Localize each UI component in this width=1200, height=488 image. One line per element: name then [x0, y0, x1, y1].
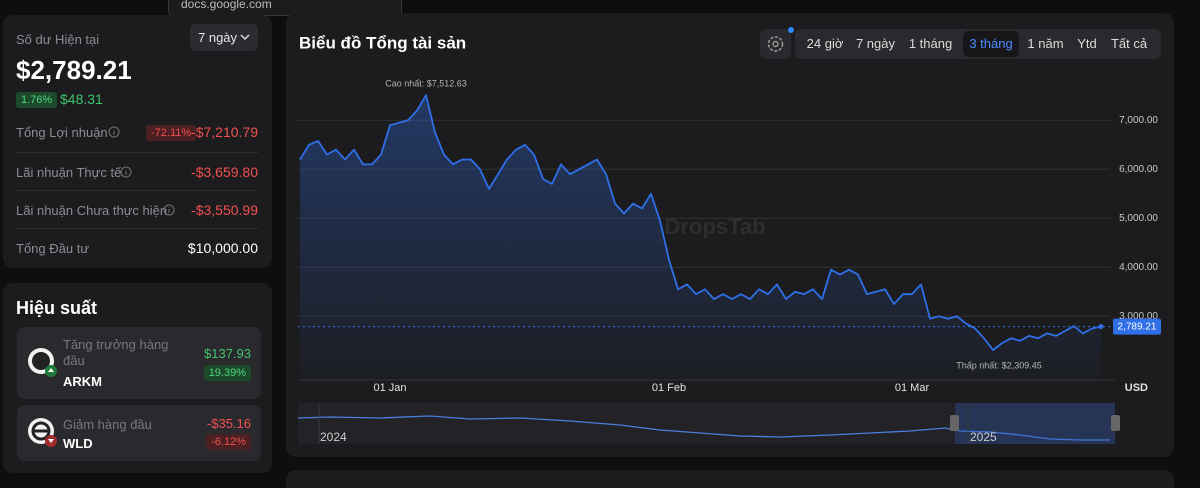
card-pct: 19.39%	[203, 365, 251, 381]
current-point	[1098, 324, 1104, 330]
token-logo	[28, 348, 57, 377]
row-value: -$3,550.99	[191, 202, 258, 218]
navigator	[298, 403, 1115, 444]
notification-dot	[788, 27, 794, 33]
settings-button[interactable]	[760, 29, 791, 59]
chevron-icon	[240, 34, 250, 41]
period-text: 7 ngày	[198, 30, 238, 45]
navigator-label: 2025	[970, 430, 997, 444]
period-dropdown[interactable]: 7 ngày	[190, 24, 258, 51]
x-tick-label: 01 Feb	[652, 382, 686, 394]
row-label: Tổng Lợi nhuận	[16, 125, 108, 140]
range-button[interactable]: Tất cả	[1110, 36, 1148, 51]
watermark: DropsTab	[664, 214, 765, 239]
navigator-label: 2024	[320, 430, 347, 444]
top-gainer-card[interactable]: Tăng trưởng hàng đầu ARKM $137.93 19.39%	[17, 327, 261, 399]
card-value: -$35.16	[206, 416, 251, 431]
row-label: Lãi nhuận Thực tế	[16, 165, 122, 180]
current-value-badge	[1113, 318, 1161, 335]
x-tick-label: 01 Mar	[895, 382, 930, 394]
range-button[interactable]: 3 tháng	[963, 31, 1019, 57]
y-tick-label: 3,000.00	[1119, 311, 1158, 322]
next-panel	[286, 470, 1174, 488]
row-value: $10,000.00	[187, 240, 258, 256]
separator	[15, 190, 258, 191]
settings-icon	[767, 36, 784, 52]
line	[299, 94, 1102, 351]
info-icon	[120, 166, 132, 178]
change-pct: 1.76%	[16, 92, 58, 108]
y-tick-label: 4,000.00	[1119, 262, 1158, 273]
performance-panel: Hiệu suất Tăng trưởng hàng đầu ARKM $137…	[3, 283, 272, 473]
separator	[15, 152, 258, 153]
range-button[interactable]: Ytd	[1077, 36, 1097, 51]
range-button[interactable]: 7 ngày	[855, 36, 896, 51]
card-label: Giảm hàng đầu	[63, 417, 152, 432]
trough-annotation: Thấp nhất: $2,309.45	[956, 361, 1042, 371]
chart-title: Biểu đồ Tổng tài sản	[299, 33, 466, 52]
navigator-handle[interactable]	[950, 415, 959, 431]
y-tick-label: 7,000.00	[1119, 115, 1158, 126]
info-icon	[163, 204, 175, 216]
url-tooltip: docs.google.com	[168, 0, 402, 16]
separator	[15, 228, 258, 229]
token-logo	[28, 418, 57, 447]
y-tick-label: 5,000.00	[1119, 213, 1158, 224]
axis-unit: USD	[1125, 382, 1148, 394]
row-value: -$3,659.80	[191, 164, 258, 180]
range-button[interactable]: 1 tháng	[908, 36, 953, 51]
card-symbol: ARKM	[63, 374, 102, 389]
balance-amount: $2,789.21	[16, 55, 132, 85]
top-loser-card[interactable]: Giảm hàng đầu WLD -$35.16 -6.12%	[17, 405, 261, 461]
range-button[interactable]: 24 giờ	[806, 36, 844, 51]
card-value: $137.93	[204, 346, 251, 361]
info-icon	[108, 126, 120, 138]
navigator-selection[interactable]	[955, 403, 1115, 444]
card-label: Tăng trưởng hàng đầu	[63, 337, 169, 368]
row-badge: -72.11%	[146, 125, 197, 141]
balance-panel: Số dư Hiện tại 7 ngày $2,789.21 1.76% $4…	[3, 15, 272, 268]
current-value-label: 2,789.21	[1118, 321, 1157, 332]
y-tick-label: 6,000.00	[1119, 164, 1158, 175]
row-label: Tổng Đầu tư	[16, 241, 90, 256]
chart: Biểu đồ Tổng tài sản 2024 2025 DropsTab 3…	[297, 27, 1161, 444]
settings-icon	[772, 40, 779, 48]
x-tick-label: 01 Jan	[373, 382, 406, 394]
tooltip-text: docs.google.com	[181, 0, 272, 11]
performance-title: Hiệu suất	[16, 298, 98, 318]
row-label: Lãi nhuận Chưa thực hiện	[16, 203, 168, 218]
peak-annotation: Cao nhất: $7,512.63	[385, 79, 467, 89]
navigator-line	[297, 415, 1110, 441]
chart-panel: Biểu đồ Tổng tài sản 2024 2025 DropsTab 3…	[286, 13, 1174, 457]
row-value: -$7,210.79	[191, 124, 258, 140]
card-pct: -6.12%	[206, 434, 251, 450]
card-symbol: WLD	[63, 436, 93, 451]
balance-label: Số dư Hiện tại	[16, 32, 100, 47]
change-abs: $48.31	[60, 91, 103, 107]
navigator-handle[interactable]	[1111, 415, 1120, 431]
area	[300, 95, 1101, 380]
range-button[interactable]: 1 năm	[1027, 36, 1064, 51]
